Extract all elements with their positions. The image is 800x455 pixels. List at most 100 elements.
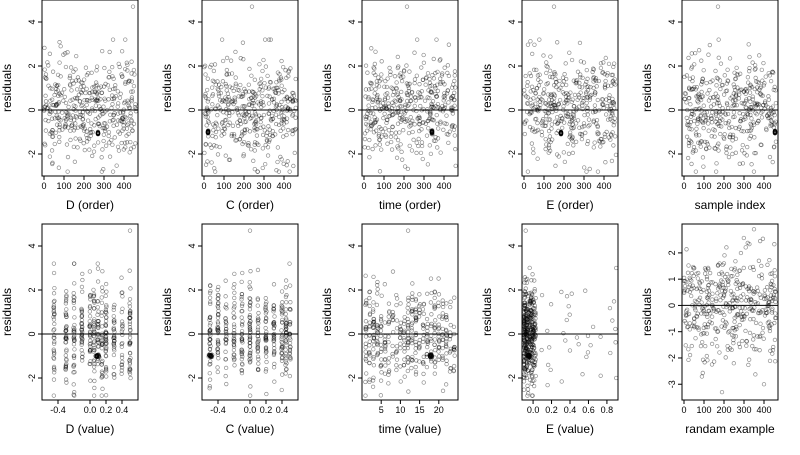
data-point [362, 136, 368, 142]
data-point [522, 327, 528, 333]
data-point [363, 114, 368, 119]
data-point [291, 91, 296, 96]
x-tick-label: 200 [236, 181, 251, 191]
data-point [759, 142, 764, 148]
data-point [365, 70, 370, 75]
data-point [529, 312, 534, 317]
data-point [432, 295, 437, 301]
data-point [522, 387, 527, 392]
data-point [115, 89, 120, 94]
data-point [600, 69, 606, 75]
data-point [426, 88, 431, 93]
data-point [255, 339, 260, 345]
data-point [255, 100, 260, 105]
data-point [571, 116, 577, 121]
data-point [768, 78, 774, 84]
data-point [111, 96, 117, 102]
y-tick-label: 2 [667, 250, 677, 255]
data-point [246, 113, 252, 118]
data-point [256, 320, 261, 326]
data-point [232, 271, 237, 276]
data-point [524, 327, 530, 332]
data-point [571, 104, 576, 109]
data-point [224, 55, 230, 61]
data-point [374, 341, 380, 346]
data-point [79, 314, 85, 319]
data-point [231, 315, 236, 320]
data-point [232, 97, 238, 102]
data-point [216, 312, 221, 318]
data-point [721, 261, 727, 266]
data-point [526, 310, 531, 315]
data-point [256, 317, 261, 322]
data-point [567, 121, 572, 127]
data-point [538, 102, 543, 108]
data-point [265, 93, 270, 99]
data-point [63, 118, 69, 123]
data-point [527, 324, 532, 330]
x-tick-label: 400 [436, 181, 451, 191]
data-point [558, 131, 564, 136]
data-point [717, 123, 722, 129]
data-point [697, 280, 702, 285]
data-point [101, 104, 106, 109]
data-point [743, 298, 749, 303]
data-point [279, 345, 284, 350]
data-point [687, 137, 692, 143]
data-point [754, 79, 759, 84]
data-point [215, 319, 221, 325]
data-point [95, 299, 100, 304]
data-point [735, 85, 740, 90]
data-point [752, 135, 757, 140]
data-point [591, 119, 596, 125]
data-point [80, 271, 85, 277]
data-point [522, 306, 527, 311]
data-point [749, 123, 754, 128]
data-point [406, 339, 411, 345]
data-point [52, 312, 57, 317]
data-point [208, 321, 213, 326]
data-point [420, 77, 426, 82]
data-point [368, 127, 373, 132]
data-point [215, 112, 220, 118]
data-point [73, 121, 78, 126]
data-point [573, 121, 579, 126]
data-point [535, 156, 540, 161]
data-point [530, 329, 536, 334]
data-point [530, 327, 536, 333]
data-point [766, 111, 771, 116]
data-point [405, 83, 411, 89]
data-point [717, 119, 723, 124]
data-point [283, 327, 288, 333]
data-point [448, 322, 453, 328]
data-point [119, 319, 125, 324]
data-point [524, 322, 530, 328]
data-point [112, 320, 117, 325]
data-point [748, 297, 753, 303]
data-point [398, 379, 403, 384]
data-point [91, 298, 97, 303]
data-point [242, 130, 247, 136]
data-point [556, 101, 561, 107]
data-point [64, 307, 69, 312]
data-point [239, 291, 245, 297]
data-point [444, 317, 449, 323]
data-point [131, 121, 137, 127]
data-point [89, 121, 94, 126]
data-point [288, 300, 293, 305]
data-point [99, 90, 105, 95]
data-point [756, 102, 761, 107]
data-point [716, 262, 721, 268]
data-point [81, 128, 87, 133]
data-point [444, 351, 449, 356]
data-point [55, 72, 61, 78]
data-point [709, 113, 714, 119]
data-point [111, 352, 117, 358]
data-point [376, 132, 382, 137]
data-point [748, 83, 753, 88]
data-point [571, 112, 576, 117]
data-point [398, 301, 403, 306]
data-point [429, 129, 435, 135]
data-point [217, 144, 222, 150]
